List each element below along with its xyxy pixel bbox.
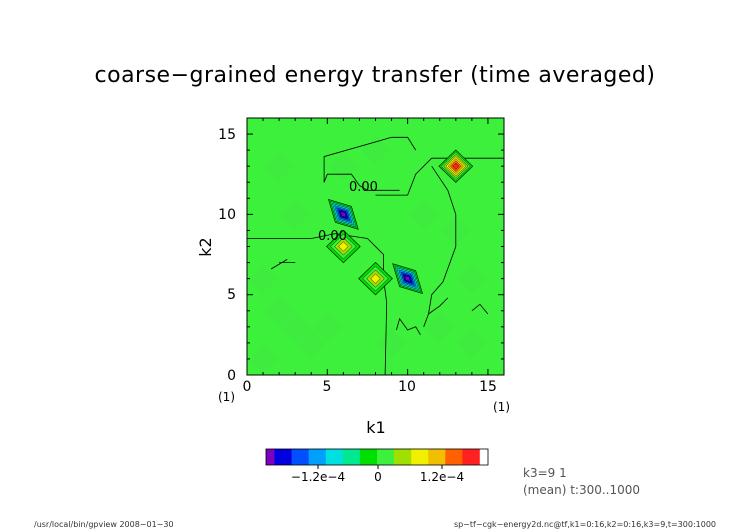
colorbar-swatch xyxy=(274,449,292,465)
level-patch xyxy=(280,199,310,229)
colorbar-swatch xyxy=(445,449,463,465)
info-line-1: k3=9 1 xyxy=(523,466,567,480)
colorbar-swatch xyxy=(428,449,446,465)
x-tick-label: 0 xyxy=(243,379,252,395)
peak-contour xyxy=(340,211,347,218)
colorbar-swatch xyxy=(308,449,327,465)
level-patch xyxy=(312,312,342,342)
colorbar-frame xyxy=(265,448,489,466)
colorbar-swatch xyxy=(394,449,412,465)
level-patch xyxy=(361,135,390,165)
level-patch xyxy=(280,312,310,342)
zero-contour xyxy=(323,173,400,191)
level-patch xyxy=(457,328,487,358)
colorbar xyxy=(265,448,489,469)
level-patch xyxy=(248,344,278,374)
colorbar-tick-label: 0 xyxy=(374,470,382,484)
colorbar-swatch xyxy=(291,449,309,465)
colorbar-swatch xyxy=(342,449,361,465)
colorbar-tick-label: 1.2e−4 xyxy=(420,470,464,484)
level-patch xyxy=(328,151,358,181)
level-patch xyxy=(377,328,407,358)
zero-contour xyxy=(471,303,489,315)
x-unit-label: (1) xyxy=(493,400,510,414)
colorbar-swatch xyxy=(266,449,275,465)
peak-markers xyxy=(326,149,474,296)
peak-contour xyxy=(338,241,349,252)
x-tick-label: 15 xyxy=(479,379,497,395)
peak-contour xyxy=(404,275,411,282)
x-tick-label: 10 xyxy=(398,379,416,395)
chart-title: coarse−grained energy transfer (time ave… xyxy=(95,63,656,88)
x-tick-label: 5 xyxy=(323,379,332,395)
y-tick-label: 5 xyxy=(227,287,236,303)
y-unit-label: (1) xyxy=(218,390,235,404)
zero-contour xyxy=(423,165,457,327)
colorbar-swatch xyxy=(462,449,480,465)
x-axis-label: k1 xyxy=(366,418,385,437)
zero-contour xyxy=(396,317,421,336)
level-patch xyxy=(409,199,439,229)
peak-contour xyxy=(370,273,381,284)
level-patch xyxy=(296,328,326,358)
y-tick-label: 0 xyxy=(227,368,236,384)
peak-contour xyxy=(452,162,460,170)
y-tick-label: 15 xyxy=(218,127,236,143)
y-tick-label: 10 xyxy=(218,207,236,223)
level-patch xyxy=(264,296,294,326)
zero-contour xyxy=(270,259,288,270)
level-patch xyxy=(264,151,294,181)
level-patch xyxy=(425,312,455,342)
colorbar-swatch xyxy=(325,449,344,465)
level-patch xyxy=(248,264,278,294)
level-patch xyxy=(457,264,487,294)
colorbar-swatch xyxy=(359,449,378,465)
colorbar-swatch xyxy=(377,449,395,465)
info-line-2: (mean) t:300..1000 xyxy=(523,483,640,497)
footer-left: /usr/local/bin/gpview 2008−01−30 xyxy=(34,520,174,529)
contour-label: 0.00 xyxy=(349,180,378,195)
zero-contour xyxy=(323,136,417,183)
axis-ticks xyxy=(246,117,505,376)
colorbar-tick-label: −1.2e−4 xyxy=(291,470,345,484)
y-axis-label: k2 xyxy=(196,237,215,256)
colorbar-swatch xyxy=(411,449,429,465)
zero-contour xyxy=(247,233,388,376)
contour-label: 0.00 xyxy=(318,229,347,244)
heatmap-field xyxy=(248,135,487,374)
footer-right: sp−tf−cgk−energy2d.nc@tf,k1=0:16,k2=0:16… xyxy=(454,520,716,529)
zero-contour xyxy=(428,297,449,315)
